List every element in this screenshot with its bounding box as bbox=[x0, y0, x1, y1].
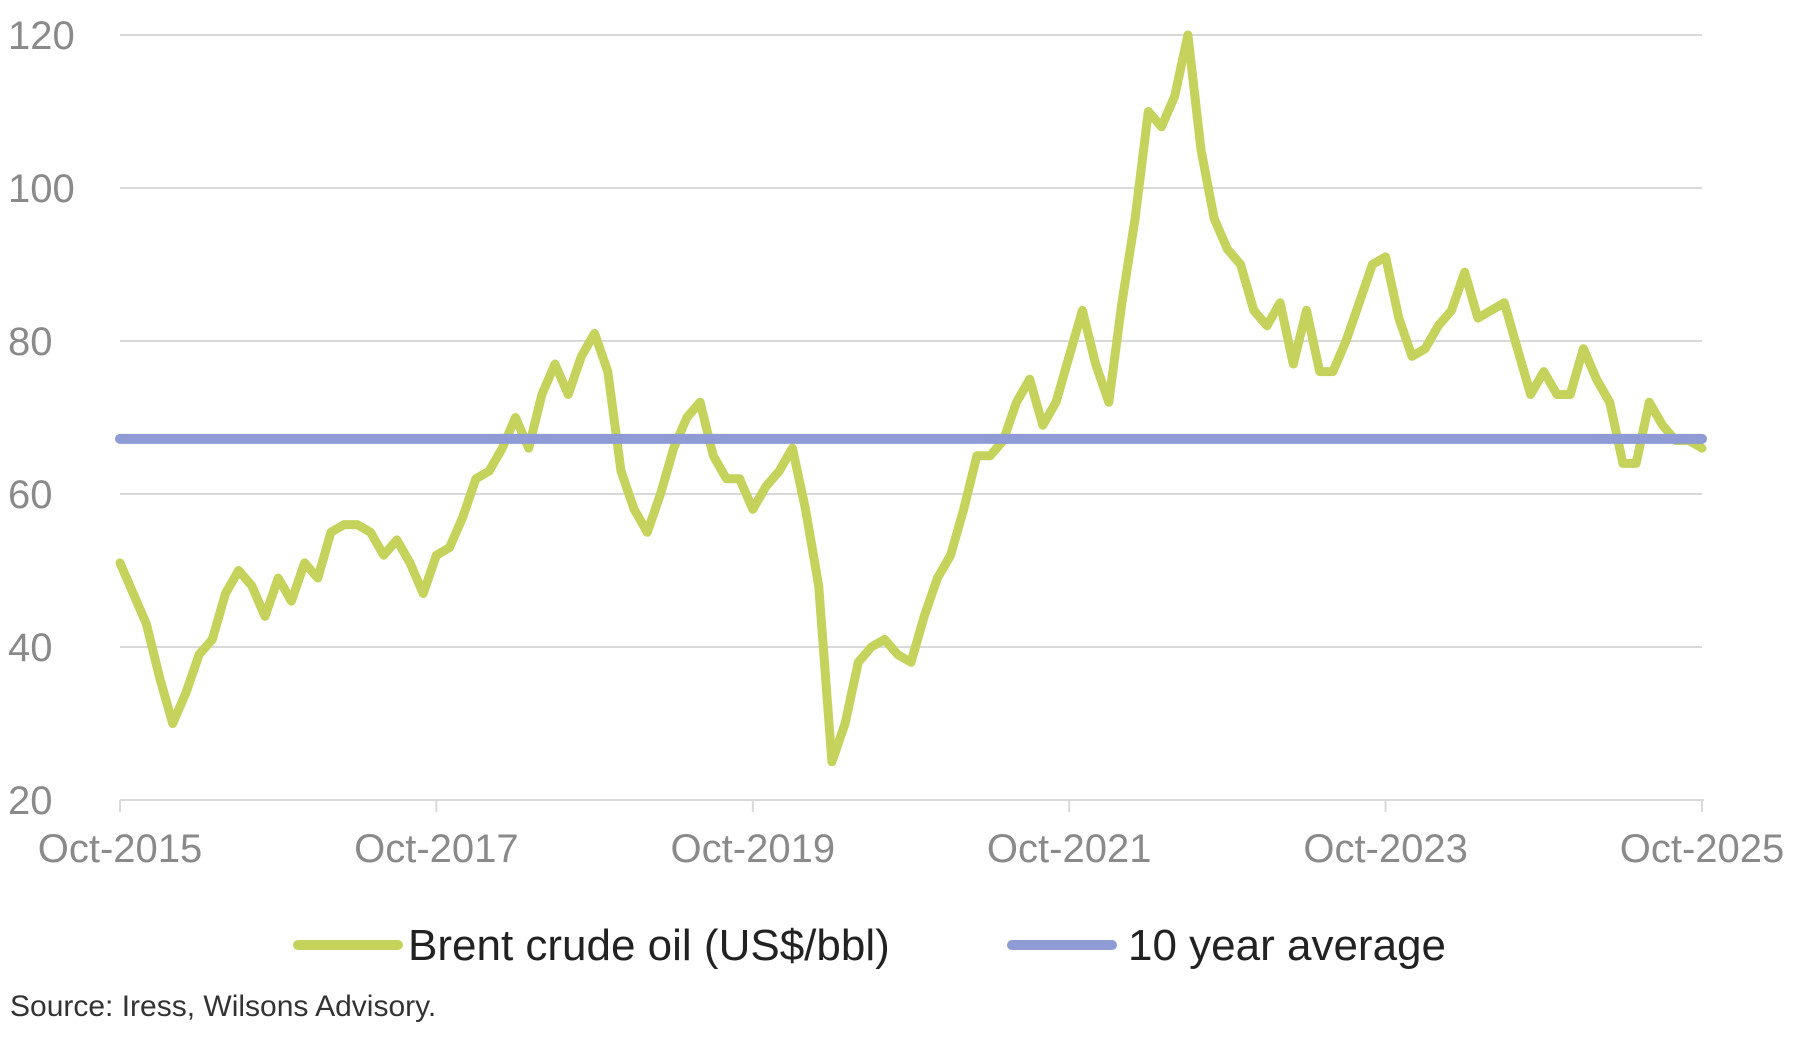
series bbox=[115, 30, 1707, 767]
y-tick-label: 120 bbox=[8, 14, 75, 58]
y-tick-label: 20 bbox=[8, 779, 53, 823]
x-tick-label: Oct-2019 bbox=[671, 827, 836, 871]
y-tick-label: 60 bbox=[8, 473, 53, 517]
y-tick-label: 40 bbox=[8, 626, 53, 670]
x-tick-label: Oct-2021 bbox=[987, 827, 1152, 871]
axes: 20 40 60 80 100 120 Oct-2015 Oct-2017 Oct-2019 Oc… bbox=[8, 14, 1784, 871]
x-tick-label: Oct-2023 bbox=[1303, 827, 1468, 871]
y-tick-label: 100 bbox=[8, 167, 75, 211]
x-tick-label: Oct-2015 bbox=[38, 827, 203, 871]
x-tick-label: Oct-2017 bbox=[354, 827, 519, 871]
grid-lines bbox=[120, 34, 1702, 648]
legend: Brent crude oil (US$/bbl) 10 year average bbox=[293, 921, 1446, 970]
y-tick-label: 80 bbox=[8, 320, 53, 364]
x-tick-label: Oct-2025 bbox=[1620, 827, 1785, 871]
legend-label: Brent crude oil (US$/bbl) bbox=[408, 921, 890, 970]
brent-crude-line bbox=[115, 30, 1707, 767]
source-note: Source: Iress, Wilsons Advisory. bbox=[10, 990, 437, 1023]
legend-label: 10 year average bbox=[1128, 921, 1446, 970]
